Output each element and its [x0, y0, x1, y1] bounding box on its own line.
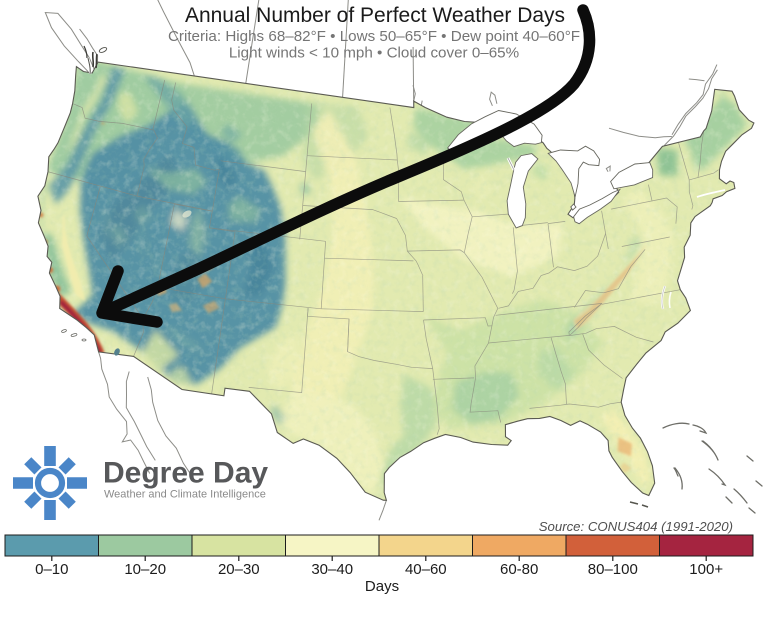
svg-text:Weather and Climate Intelligen: Weather and Climate Intelligence	[104, 489, 266, 501]
svg-text:Criteria: Highs 68–82°F • Lows: Criteria: Highs 68–82°F • Lows 50–65°F •…	[168, 28, 580, 45]
svg-text:Days: Days	[365, 578, 399, 595]
svg-text:30–40: 30–40	[311, 561, 353, 578]
svg-text:80–100: 80–100	[588, 561, 638, 578]
svg-text:0–10: 0–10	[35, 561, 68, 578]
svg-text:Degree Day: Degree Day	[103, 457, 268, 490]
svg-text:Light winds < 10 mph • Cloud c: Light winds < 10 mph • Cloud cover 0–65%	[229, 45, 519, 62]
svg-text:Source: CONUS404 (1991-2020): Source: CONUS404 (1991-2020)	[539, 519, 733, 534]
svg-text:Annual Number of Perfect Weath: Annual Number of Perfect Weather Days	[185, 4, 565, 27]
svg-text:60-80: 60-80	[500, 561, 538, 578]
svg-text:10–20: 10–20	[124, 561, 166, 578]
svg-text:40–60: 40–60	[405, 561, 447, 578]
svg-text:100+: 100+	[689, 561, 723, 578]
svg-text:20–30: 20–30	[218, 561, 260, 578]
